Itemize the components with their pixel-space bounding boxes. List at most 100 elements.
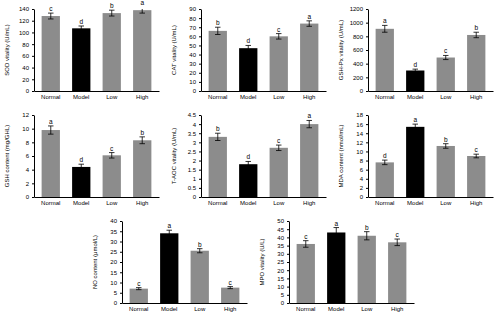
error-line: [445, 55, 446, 59]
y-tick: [199, 55, 201, 56]
error-cap: [306, 127, 311, 128]
bar: [376, 162, 394, 197]
error-bar: [303, 241, 308, 248]
significance-letter: c: [110, 145, 114, 152]
y-tick: [199, 9, 201, 10]
error-line: [309, 120, 310, 127]
y-tick-label: 0: [360, 88, 364, 94]
y-tick-label: 0: [281, 300, 285, 306]
x-tick-group: Low: [273, 91, 285, 100]
y-tick-label: 120: [19, 18, 30, 24]
error-line: [476, 32, 477, 37]
y-tick-group: 400: [353, 61, 368, 67]
error-bar: [246, 45, 251, 50]
y-tick-group: 3: [193, 140, 201, 146]
y-tick: [199, 91, 201, 92]
error-cap: [382, 32, 387, 33]
y-tick: [32, 68, 34, 69]
significance-letter: a: [167, 222, 171, 229]
y-tick-group: 50: [277, 218, 289, 224]
y-tick-group: 40: [277, 235, 289, 241]
y-tick: [287, 254, 289, 255]
y-tick: [366, 170, 368, 171]
x-axis-line: [123, 303, 248, 304]
error-cap: [167, 236, 172, 237]
error-cap: [276, 145, 281, 146]
y-tick: [32, 32, 34, 33]
bar: [300, 124, 318, 197]
y-tick: [366, 161, 368, 162]
error-line: [50, 126, 51, 134]
y-tick: [199, 170, 201, 171]
error-cap: [215, 34, 220, 35]
y-axis: 024681012141618: [356, 112, 368, 200]
y-axis-line: [201, 10, 202, 92]
bar: [467, 35, 485, 91]
significance-letter: a: [383, 17, 387, 24]
error-bar: [443, 55, 448, 59]
error-bar: [139, 137, 144, 144]
bar: [406, 127, 424, 197]
y-tick: [366, 142, 368, 143]
error-bar: [167, 230, 172, 236]
bar: [437, 146, 455, 197]
error-cap: [227, 288, 232, 289]
error-cap: [246, 166, 251, 167]
y-tick-group: 60: [22, 53, 34, 59]
y-tick: [32, 79, 34, 80]
bar: [209, 137, 227, 197]
y-tick-group: 12: [22, 112, 34, 118]
significance-letter: d: [413, 61, 417, 68]
error-line: [309, 21, 310, 26]
x-tick-group: High: [470, 197, 482, 206]
y-tick: [199, 133, 201, 134]
bar: [103, 13, 121, 91]
bar: [239, 164, 257, 197]
error-cap: [443, 59, 448, 60]
y-tick: [287, 229, 289, 230]
y-tick-label: 5: [114, 290, 118, 296]
significance-letter: c: [475, 146, 479, 153]
x-axis: NormalModelLowHigh: [35, 197, 160, 206]
y-tick-group: 10: [22, 126, 34, 132]
error-line: [305, 241, 306, 248]
error-line: [169, 230, 170, 236]
y-tick-group: 8: [360, 158, 368, 164]
x-axis: NormalModelLowHigh: [369, 197, 494, 206]
y-tick-group: 6: [360, 167, 368, 173]
error-cap: [215, 133, 220, 134]
x-axis-line: [35, 91, 160, 92]
error-cap: [364, 231, 369, 232]
y-tick-group: 20: [277, 268, 289, 274]
error-cap: [136, 287, 141, 288]
x-tick-label: High: [303, 94, 315, 100]
y-tick: [287, 221, 289, 222]
y-tick-label: 60: [189, 34, 196, 40]
significance-letter: d: [79, 156, 83, 163]
error-cap: [215, 27, 220, 28]
y-tick-label: 20: [110, 259, 117, 265]
y-tick-label: 3.5: [188, 131, 197, 137]
x-tick-label: Normal: [129, 306, 148, 312]
error-cap: [167, 230, 172, 231]
y-tick: [366, 50, 368, 51]
y-tick-group: 0: [193, 88, 201, 94]
error-bar: [276, 34, 281, 39]
significance-letter: d: [383, 152, 387, 159]
x-tick-label: High: [303, 200, 315, 206]
x-tick-label: High: [391, 306, 403, 312]
error-bar: [79, 164, 84, 169]
y-tick-label: 4: [193, 122, 197, 128]
x-tick-label: Low: [273, 200, 285, 206]
y-axis-line: [122, 222, 123, 304]
error-cap: [334, 227, 339, 228]
y-tick: [366, 91, 368, 92]
x-tick-group: High: [303, 197, 315, 206]
x-tick-label: Low: [440, 200, 452, 206]
y-tick-group: 2: [26, 181, 34, 187]
y-tick-label: 40: [22, 65, 29, 71]
y-tick-label: 6: [26, 153, 30, 159]
x-tick-group: High: [136, 197, 148, 206]
x-axis: NormalModelLowHigh: [35, 91, 160, 100]
x-tick-label: Normal: [208, 94, 227, 100]
